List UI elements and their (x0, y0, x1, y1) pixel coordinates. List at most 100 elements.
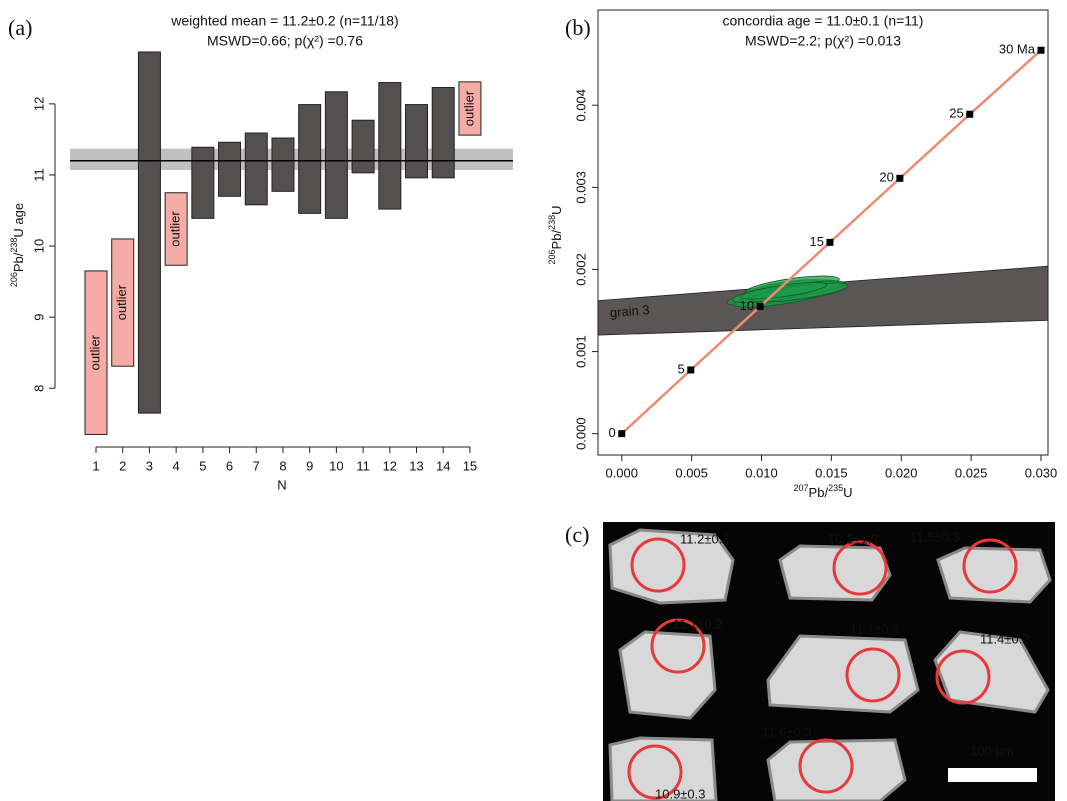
chart-subtitle: MSWD=0.66; p(χ²) =0.76 (207, 33, 363, 49)
x-tick-label: 9 (306, 458, 313, 473)
x-tick-label: 15 (463, 458, 477, 473)
label-part: 206 (547, 249, 557, 264)
x-tick-label: 0.010 (745, 465, 778, 480)
range-bar (352, 120, 374, 173)
spot-age: 11.2±0.4 (680, 531, 730, 546)
age-point (896, 175, 903, 182)
spot-age: 11.5±0.3 (910, 529, 960, 544)
label-part: U (843, 485, 852, 500)
bar-label: outlier (114, 284, 129, 320)
x-tick-label: 11 (356, 458, 370, 473)
zircon-grain (620, 632, 715, 718)
age-label: 20 (879, 170, 893, 185)
y-axis-label: 206Pb/238U (547, 206, 564, 265)
y-tick-label: 10 (31, 239, 46, 253)
label-part: Pb/ (549, 230, 564, 250)
x-axis-label: 207Pb/235U (794, 483, 853, 500)
age-label: 25 (949, 106, 963, 121)
label-part: 207 (794, 483, 809, 493)
label-part: U age (11, 203, 26, 238)
x-tick-label: 12 (383, 458, 397, 473)
plot-area: grain 3 (598, 266, 1048, 335)
spot-age: 10.2±1.3 (828, 531, 879, 546)
figure: (a) weighted mean = 11.2±0.2 (n=11/18) M… (0, 0, 1067, 801)
zircon-grain (938, 548, 1050, 602)
bar-label: outlier (87, 334, 102, 370)
chart-title: weighted mean = 11.2±0.2 (n=11/18) (170, 13, 398, 29)
x-tick-label: 7 (253, 458, 260, 473)
chart-subtitle: MSWD=2.2; p(χ²) =0.013 (745, 33, 901, 49)
age-label: 5 (678, 361, 685, 376)
bar-label: outlier (168, 211, 183, 247)
plot-frame (598, 10, 1048, 455)
zircon-grain (768, 740, 905, 801)
y-tick-label: 0.004 (573, 89, 588, 122)
range-bar (272, 138, 294, 191)
label-part: U (549, 206, 564, 215)
spot-age: 11.1±0.3 (850, 621, 900, 636)
y-tick-label: 8 (31, 385, 46, 392)
x-tick-label: 8 (279, 458, 286, 473)
y-tick-label: 0.000 (573, 417, 588, 450)
label-part: 238 (9, 238, 19, 253)
x-tick-label: 0.020 (885, 465, 918, 480)
x-tick-label: 3 (146, 458, 153, 473)
label-part: Pb/ (809, 485, 829, 500)
x-tick-label: 1 (92, 458, 99, 473)
range-bar (299, 105, 321, 214)
y-tick-label: 0.002 (573, 253, 588, 286)
x-tick-label: 10 (329, 458, 343, 473)
range-bar (219, 142, 241, 196)
x-tick-label: 0.025 (955, 465, 988, 480)
x-axis-label: N (277, 477, 286, 492)
age-point (757, 303, 764, 310)
x-tick-label: 14 (436, 458, 450, 473)
range-bar (432, 88, 454, 178)
label-part: 206 (9, 272, 19, 287)
panel-label: (a) (8, 15, 32, 40)
age-point (1038, 47, 1045, 54)
range-bar (325, 92, 347, 219)
scale-label: 100 μm (970, 743, 1014, 758)
age-point (687, 366, 694, 373)
panel-label: (c) (565, 522, 589, 547)
bar-label: outlier (461, 90, 476, 126)
chart-title: concordia age = 11.0±0.1 (n=11) (723, 13, 924, 29)
x-tick-label: 0.015 (815, 465, 848, 480)
x-tick-label: 4 (173, 458, 180, 473)
panel-label: (b) (565, 15, 591, 40)
y-tick-label: 11 (31, 168, 46, 182)
age-point (826, 239, 833, 246)
y-tick-label: 12 (31, 97, 46, 111)
label-part: 235 (828, 483, 843, 493)
age-label: 0 (609, 425, 616, 440)
age-label: 30 Ma (999, 42, 1036, 57)
x-tick-label: 0.005 (675, 465, 708, 480)
age-label: 15 (810, 234, 824, 249)
age-point (966, 111, 973, 118)
label-part: 238 (547, 215, 557, 230)
spot-age: 11.6±0.3 (762, 724, 812, 739)
x-tick-label: 6 (226, 458, 233, 473)
y-axis-label: 206Pb/238U age (9, 203, 26, 287)
spot-age: 10.9±0.3 (655, 786, 706, 801)
scale-bar (948, 768, 1037, 782)
spot-age: 11.1±0.2 (673, 616, 723, 631)
x-tick-label: 0.000 (605, 465, 638, 480)
x-tick-label: 13 (409, 458, 423, 473)
x-tick-label: 5 (199, 458, 206, 473)
age-point (618, 430, 625, 437)
x-tick-label: 2 (119, 458, 126, 473)
age-label: 10 (740, 298, 754, 313)
range-bar (245, 133, 267, 205)
range-bar (379, 83, 401, 210)
y-tick-label: 0.003 (573, 171, 588, 204)
y-tick-label: 9 (31, 314, 46, 321)
range-bar (192, 147, 214, 218)
range-bar (406, 105, 428, 178)
y-tick-label: 0.001 (573, 335, 588, 368)
zircon-grain (768, 636, 918, 712)
spot-age: 11.4±0.2 (980, 631, 1030, 646)
x-tick-label: 0.030 (1025, 465, 1058, 480)
label-part: Pb/ (11, 252, 26, 272)
